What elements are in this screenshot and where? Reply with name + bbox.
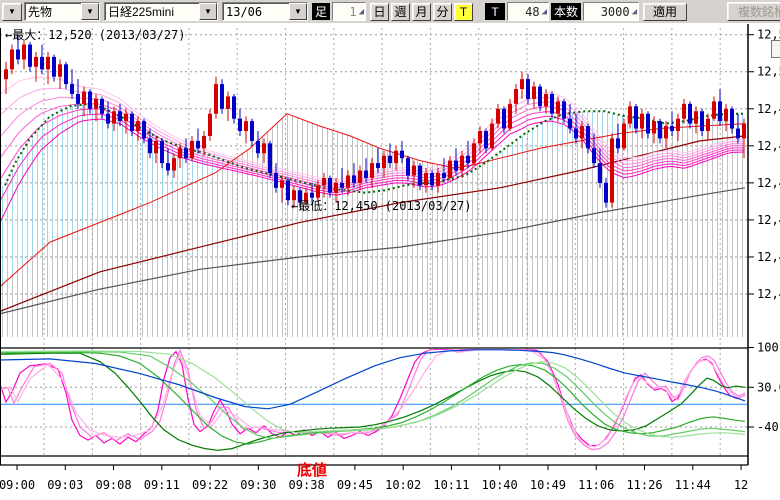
bar-count-input[interactable]: 3000 ◢ (583, 2, 640, 21)
unit-minute-label: 分 (436, 5, 449, 19)
unit-tick-button[interactable]: T (454, 2, 474, 21)
price-axis-label: 12,520 (757, 28, 780, 42)
multi-symbol-button[interactable]: 複数銘柄 (727, 2, 780, 21)
multi-symbol-label: 複数銘柄 (737, 5, 780, 19)
time-axis-label: 10:11 (433, 478, 469, 492)
apply-button[interactable]: 適用 (643, 2, 688, 21)
price-axis-label: 12,415 (757, 287, 780, 301)
unit-week-button[interactable]: 週 (391, 2, 411, 21)
time-axis-label: 09:11 (144, 478, 180, 492)
price-axis-label: 12,430 (757, 250, 780, 264)
dropdown-arrow-icon[interactable]: ▼ (289, 3, 307, 20)
symbol-select[interactable]: 日経225mini ▼ (104, 2, 218, 21)
time-axis-label: 09:38 (289, 478, 325, 492)
unit-month-button[interactable]: 月 (412, 2, 432, 21)
unit-day-label: 日 (373, 5, 386, 19)
bar-interval-input[interactable]: 1 ◢ (332, 2, 367, 21)
price-axis-label: 12,475 (757, 139, 780, 153)
oscillator-axis-label: 30.00 (757, 380, 780, 394)
chevron-down-icon: ▼ (8, 7, 16, 16)
bar-count-value: 3000 (600, 4, 630, 19)
spinner-icon[interactable]: ◢ (631, 6, 638, 17)
time-axis-label: 11:44 (675, 478, 711, 492)
toolbar: ▼ 先物 ▼ 日経225mini ▼ 13/06 ▼ 足 1 ◢ 日 週 月 分… (0, 0, 780, 23)
contract-month-select[interactable]: 13/06 ▼ (222, 2, 308, 21)
time-axis-label: 09:03 (47, 478, 83, 492)
time-axis-label: 09:00 (0, 478, 35, 492)
bar-count-label: 本数 (551, 3, 582, 20)
time-axis-label: 11:26 (626, 478, 662, 492)
time-axis-label: 12 (734, 478, 748, 492)
bottom-value-annotation: 底値 (297, 462, 328, 479)
tick-count-input[interactable]: 48 ◢ (507, 2, 550, 21)
unit-tick-label: T (459, 4, 468, 19)
panel-toggle-button[interactable]: ▼ (2, 2, 22, 21)
time-axis-label: 11:06 (578, 478, 614, 492)
time-axis-label: 09:22 (192, 478, 228, 492)
price-axis-label: 12,505 (757, 65, 780, 79)
tick-count-value: 48 (525, 4, 540, 19)
time-axis-label: 10:02 (385, 478, 421, 492)
unit-day-button[interactable]: 日 (370, 2, 390, 21)
spinner-icon[interactable]: ◢ (541, 6, 548, 17)
time-axis-label: 10:49 (530, 478, 566, 492)
spinner-icon[interactable]: ◢ (358, 6, 365, 17)
unit-minute-button[interactable]: 分 (433, 2, 453, 21)
bar-type-label: 足 (312, 3, 331, 20)
unit-week-label: 週 (394, 5, 407, 19)
time-axis-label: 09:08 (95, 478, 131, 492)
price-axis-label: 12,460 (757, 176, 780, 190)
min-price-annotation: ←最低：12,450 (2013/03/27) (291, 199, 472, 213)
tick-count-label: T (485, 3, 506, 20)
symbol-value: 日経225mini (108, 5, 175, 19)
time-axis-label: 09:30 (240, 478, 276, 492)
apply-button-label: 適用 (653, 5, 678, 19)
dropdown-arrow-icon[interactable]: ▼ (199, 3, 217, 20)
dropdown-arrow-icon[interactable]: ▼ (81, 3, 99, 20)
contract-month-value: 13/06 (226, 4, 263, 19)
time-axis-label: 10:40 (482, 478, 518, 492)
clipped-panel-fragment (771, 40, 780, 58)
time-axis-label: 09:45 (337, 478, 373, 492)
price-axis-label: 12,490 (757, 102, 780, 116)
max-price-annotation: ←最大：12,520 (2013/03/27) (5, 28, 186, 42)
bar-interval-value: 1 (349, 4, 357, 19)
unit-month-label: 月 (415, 5, 428, 19)
category-value: 先物 (28, 5, 53, 19)
category-select[interactable]: 先物 ▼ (24, 2, 100, 21)
oscillator-axis-label: 100.00 (757, 341, 780, 355)
oscillator-axis-label: -40.00 (757, 420, 780, 434)
price-axis-label: 12,445 (757, 213, 780, 227)
